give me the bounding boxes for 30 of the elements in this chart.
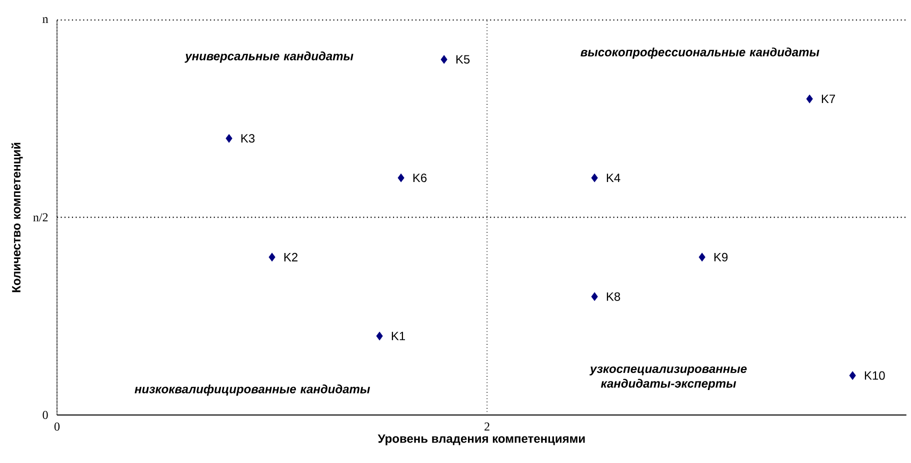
annotation: K1: [392, 332, 405, 340]
point: [591, 292, 598, 301]
point: [398, 174, 404, 182]
point: [376, 332, 383, 340]
annotation: узкоспециализированные кандидаты-эксперты: [590, 366, 747, 390]
ref-line-label: n: [42, 17, 48, 23]
point: [698, 252, 706, 262]
y-axis-title: Количество компетенций: [11, 142, 23, 292]
point: [440, 55, 448, 64]
annotation: низкоквалифицированные кандидаты: [134, 384, 370, 396]
x-tick-label: 2: [484, 422, 490, 430]
point: [268, 252, 276, 262]
annotation: K8: [606, 292, 620, 301]
point: [226, 134, 232, 143]
point: [849, 371, 856, 380]
annotation: K4: [606, 174, 620, 182]
annotation: K7: [822, 94, 836, 104]
annotation: K10: [864, 371, 885, 380]
point: [591, 174, 598, 182]
annotation: K9: [714, 252, 728, 262]
annotation: K3: [241, 134, 255, 143]
x-axis-title: Уровень владения компетенциями: [378, 434, 585, 446]
ref-line-label: 0: [42, 410, 48, 420]
point: [806, 94, 813, 104]
ref-line-label: n/2: [33, 213, 48, 222]
text: высокопрофессиональные кандидаты: [580, 48, 820, 59]
annotation: универсальные кандидаты: [184, 52, 354, 63]
annotation: K2: [284, 252, 298, 262]
annotation: K5: [456, 55, 470, 64]
annotation: K6: [413, 174, 427, 182]
